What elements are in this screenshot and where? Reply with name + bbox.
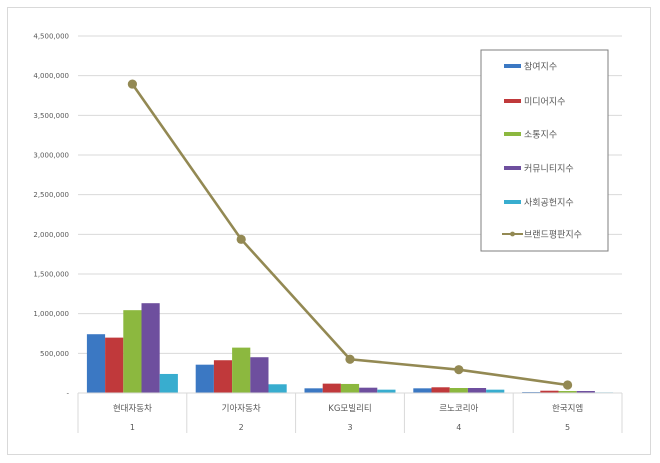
bar-5 <box>268 384 287 393</box>
legend-label: 브랜드평판지수 <box>524 230 582 241</box>
line-marker <box>563 380 573 390</box>
y-tick-label: 4,000,000 <box>33 72 69 80</box>
bar-3 <box>232 347 251 393</box>
bar-4 <box>576 391 595 393</box>
bar-5 <box>486 389 505 393</box>
bar-1 <box>195 364 214 393</box>
bar-4 <box>467 388 487 393</box>
legend-label: 사회공헌지수 <box>524 198 574 209</box>
category-label: 현대자동차 <box>113 404 152 414</box>
y-tick-label: 4,500,000 <box>33 33 69 41</box>
legend-marker <box>510 231 515 237</box>
legend-swatch <box>504 200 521 204</box>
category-rank: 4 <box>456 423 461 432</box>
line-marker <box>454 365 464 375</box>
category-rank: 5 <box>565 423 570 432</box>
bar-1 <box>304 388 323 393</box>
bar-3 <box>558 391 577 393</box>
legend-swatch <box>504 64 521 68</box>
bar-2 <box>322 383 341 393</box>
legend-swatch <box>504 166 521 170</box>
category-label: 기아자동차 <box>222 403 261 414</box>
line-marker <box>345 354 355 364</box>
y-tick-label: 500,000 <box>40 350 69 358</box>
y-tick-label: - <box>66 390 69 398</box>
legend-box <box>480 49 609 252</box>
y-tick-label: 1,000,000 <box>33 310 69 318</box>
category-label: 한국지엠 <box>552 403 583 414</box>
bar-1 <box>413 388 432 393</box>
legend-swatch <box>504 99 521 103</box>
legend-label: 소통지수 <box>524 130 557 141</box>
bar-5 <box>377 389 396 393</box>
y-tick-label: 3,000,000 <box>33 152 69 160</box>
bar-3 <box>340 383 360 393</box>
bar-4 <box>359 387 378 393</box>
category-rank: 1 <box>130 423 135 432</box>
bar-2 <box>105 337 124 393</box>
bar-2 <box>213 360 233 393</box>
line-marker <box>127 79 137 89</box>
line-marker <box>236 234 246 244</box>
y-tick-label: 2,500,000 <box>33 191 69 199</box>
bar-2 <box>431 387 450 393</box>
bar-4 <box>141 303 160 393</box>
bar-1 <box>86 334 106 393</box>
legend-label: 미디어지수 <box>524 97 565 108</box>
legend-label: 참여지수 <box>524 61 557 73</box>
category-label: 르노코리아 <box>439 403 478 414</box>
y-tick-label: 2,000,000 <box>33 231 69 239</box>
bar-2 <box>540 390 559 393</box>
legend-swatch <box>504 132 521 136</box>
y-tick-label: 1,500,000 <box>33 271 69 279</box>
category-rank: 3 <box>347 423 352 432</box>
bar-4 <box>250 357 269 393</box>
y-tick-label: 3,500,000 <box>33 112 69 120</box>
bar-3 <box>123 310 142 393</box>
bar-3 <box>449 388 468 393</box>
category-label: KG모빌리티 <box>328 403 371 414</box>
bar-5 <box>159 373 178 393</box>
category-rank: 2 <box>239 423 244 432</box>
legend-label: 커뮤니티지수 <box>524 164 574 175</box>
